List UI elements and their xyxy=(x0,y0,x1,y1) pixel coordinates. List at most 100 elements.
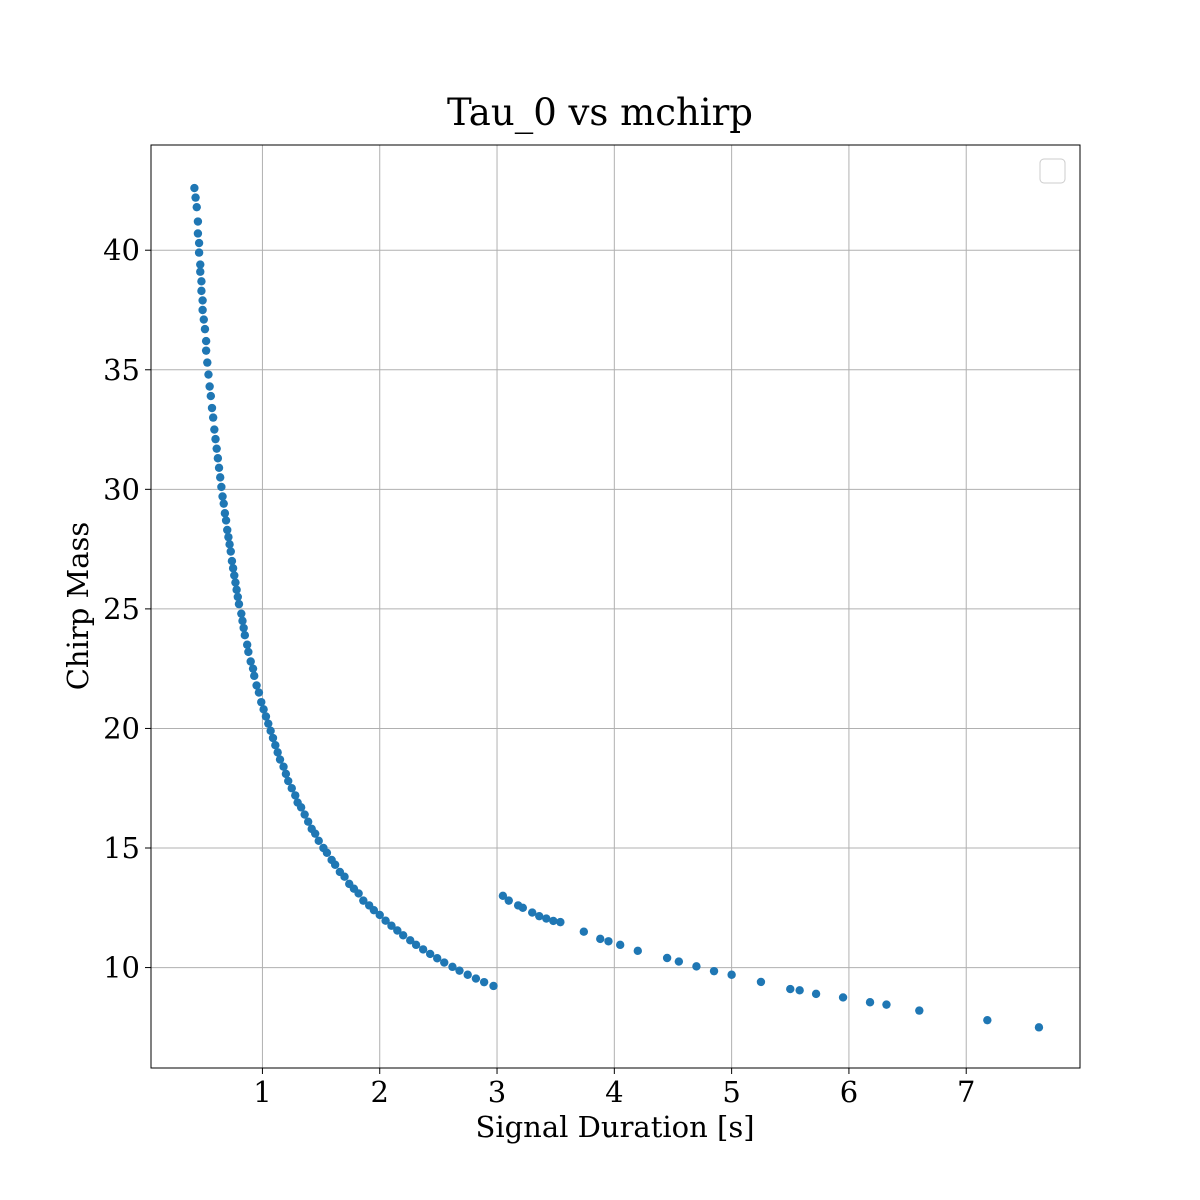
data-point xyxy=(210,425,219,434)
data-point xyxy=(418,945,428,954)
data-point xyxy=(838,993,848,1002)
data-point xyxy=(882,1000,891,1009)
x-tick-label: 6 xyxy=(840,1075,858,1109)
data-point xyxy=(194,248,204,257)
data-point xyxy=(489,981,498,991)
data-point xyxy=(440,958,449,967)
data-point xyxy=(266,726,275,736)
data-point xyxy=(579,927,589,936)
data-point xyxy=(216,473,225,482)
y-tick-label: 10 xyxy=(103,951,140,985)
x-tick-label: 2 xyxy=(371,1075,389,1109)
data-point xyxy=(528,908,537,917)
data-point xyxy=(271,740,280,750)
data-point xyxy=(633,946,642,956)
data-point xyxy=(205,382,214,391)
data-point xyxy=(198,305,207,315)
data-point xyxy=(411,940,421,950)
data-point xyxy=(219,499,228,508)
data-point xyxy=(287,784,296,793)
data-point xyxy=(311,829,320,838)
data-point xyxy=(264,719,273,728)
data-point xyxy=(194,238,204,248)
data-point xyxy=(250,671,259,681)
data-point xyxy=(549,916,558,926)
y-tick-label: 35 xyxy=(103,353,140,387)
data-point xyxy=(212,444,221,453)
data-point xyxy=(254,688,264,697)
data-point xyxy=(406,936,415,945)
data-point xyxy=(284,776,293,786)
data-point xyxy=(196,267,205,276)
y-tick-label: 15 xyxy=(103,831,140,865)
plot-area xyxy=(151,145,1080,1068)
data-point xyxy=(303,817,313,826)
data-point xyxy=(211,434,220,444)
x-axis-label: Signal Duration [s] xyxy=(475,1110,754,1144)
data-point xyxy=(354,889,363,898)
data-point xyxy=(207,403,217,413)
y-tick-label: 40 xyxy=(103,233,140,267)
data-points xyxy=(190,183,1044,1032)
data-point xyxy=(556,917,565,927)
y-tick-label: 25 xyxy=(103,592,140,626)
data-point xyxy=(596,934,605,944)
data-point xyxy=(296,803,306,812)
data-point xyxy=(237,609,246,618)
data-point xyxy=(662,953,672,963)
data-point xyxy=(375,910,384,920)
data-point xyxy=(261,712,271,721)
data-point xyxy=(756,977,766,987)
data-point xyxy=(479,977,489,987)
data-point xyxy=(238,616,247,626)
data-point xyxy=(369,905,379,915)
data-point xyxy=(228,564,238,573)
x-tick-label: 5 xyxy=(722,1075,740,1109)
data-point xyxy=(230,571,239,580)
data-point xyxy=(208,413,218,422)
data-point xyxy=(240,630,250,640)
data-point xyxy=(281,769,291,779)
y-tick-label: 30 xyxy=(103,472,140,506)
data-point xyxy=(604,937,613,946)
data-point xyxy=(192,202,201,212)
data-point xyxy=(279,762,288,771)
data-point xyxy=(273,748,282,757)
y-axis-label: Chirp Mass xyxy=(61,522,95,691)
data-point xyxy=(218,492,227,501)
data-point xyxy=(244,647,253,657)
data-point xyxy=(425,949,435,959)
data-point xyxy=(234,599,244,609)
data-point xyxy=(217,482,226,492)
data-point xyxy=(198,296,207,305)
data-point xyxy=(197,277,206,286)
data-point xyxy=(275,755,285,764)
data-point xyxy=(252,681,261,690)
data-point xyxy=(448,962,457,972)
data-point xyxy=(518,903,528,912)
data-point xyxy=(692,962,701,971)
x-tick-label: 3 xyxy=(488,1075,506,1109)
data-point xyxy=(727,970,736,979)
data-point xyxy=(257,697,266,707)
data-point xyxy=(199,315,208,324)
data-point xyxy=(259,705,268,714)
data-point xyxy=(200,324,210,334)
data-point xyxy=(786,984,795,994)
data-point xyxy=(233,592,243,602)
data-point xyxy=(811,989,821,999)
grid-lines xyxy=(151,145,1080,1068)
data-point xyxy=(190,183,199,193)
data-point xyxy=(463,970,472,979)
data-point xyxy=(615,940,625,950)
data-point xyxy=(381,916,390,925)
data-point xyxy=(674,957,684,966)
data-point xyxy=(393,926,402,935)
data-point xyxy=(268,733,278,743)
data-point xyxy=(340,872,349,881)
data-point xyxy=(201,346,211,355)
data-point xyxy=(983,1015,992,1025)
data-point xyxy=(314,836,323,846)
data-point xyxy=(248,664,258,673)
data-point xyxy=(193,229,203,238)
